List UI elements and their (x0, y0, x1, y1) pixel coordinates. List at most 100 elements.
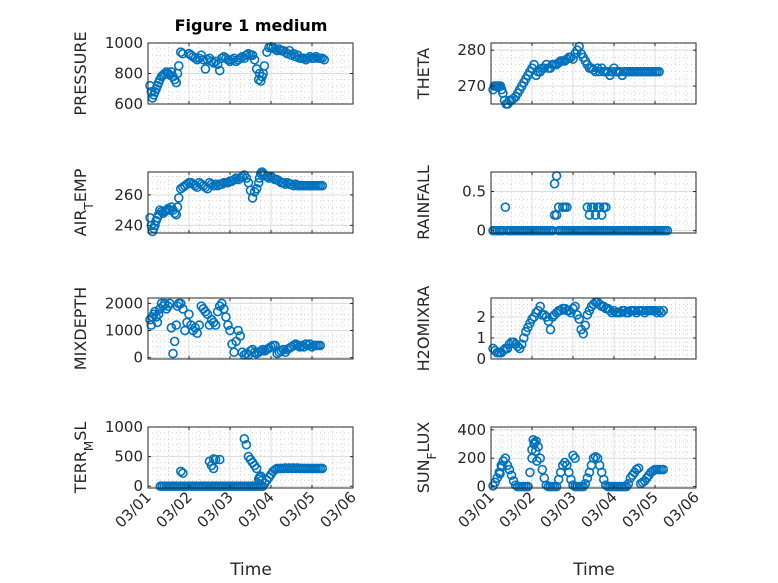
data-point (570, 453, 580, 464)
y-tick-label: 1000 (105, 322, 143, 340)
data-point (255, 346, 266, 356)
data-point (652, 307, 662, 318)
data-point (208, 317, 219, 328)
y-tick-label: 800 (114, 65, 143, 83)
data-point (210, 320, 221, 330)
y-tick-label: 1000 (105, 34, 143, 52)
y-tick-label: 0 (133, 477, 143, 495)
data-point (251, 463, 262, 474)
x-tick-label: 03/04 (578, 488, 621, 531)
axes-frame (490, 426, 697, 489)
data-point (249, 347, 260, 358)
data-point (241, 50, 252, 61)
data-point (161, 205, 172, 215)
data-point (241, 173, 252, 183)
y-tick-label: 0 (476, 478, 486, 496)
data-point (178, 468, 188, 478)
data-point (172, 202, 183, 212)
x-tick-label: 03/02 (496, 488, 539, 531)
data-point (257, 344, 268, 355)
data-point (532, 456, 542, 466)
data-point (654, 305, 664, 316)
data-point (500, 202, 511, 212)
x-tick-label: 03/05 (619, 488, 662, 531)
data-point (600, 202, 611, 212)
data-point (160, 68, 170, 79)
data-point (168, 348, 178, 359)
data-point (253, 177, 264, 188)
data-point (633, 463, 644, 473)
data-point (590, 451, 601, 462)
data-point (262, 171, 272, 182)
figure-title: Figure 1 medium (175, 16, 328, 35)
data-point (214, 65, 225, 76)
data-point (249, 54, 260, 65)
data-point (529, 59, 539, 70)
y-tick-label: 280 (457, 41, 486, 59)
y-tick-label: 2000 (105, 294, 143, 312)
data-point (217, 298, 227, 309)
y-tick-label: 0 (476, 222, 486, 240)
data-point (566, 474, 576, 485)
y-tick-label: 2 (476, 308, 486, 326)
y-tick-label: 500 (114, 448, 143, 466)
data-point (247, 50, 258, 61)
data-point (525, 467, 535, 478)
x-tick-label: 03/06 (660, 488, 703, 531)
axes-frame (490, 171, 697, 234)
data-point (631, 464, 642, 475)
data-point (658, 464, 669, 475)
y-axis-label: SUNFLUX (414, 422, 439, 494)
y-axis-label: THETA (414, 48, 433, 100)
data-point (266, 341, 276, 352)
data-point (518, 333, 529, 343)
subplot-7: 0500100003/0103/0203/0303/0403/0503/06TE… (71, 418, 360, 531)
data-point (173, 61, 184, 71)
data-point (176, 466, 186, 477)
subplot-3: 240 260 AIRTEMP (71, 167, 354, 236)
y-axis-label: AIRTEMP (71, 168, 96, 236)
data-point (319, 54, 330, 65)
data-point (151, 312, 161, 322)
data-point (214, 454, 225, 465)
y-tick-label: 240 (114, 216, 143, 234)
data-point (658, 305, 669, 316)
data-point (194, 320, 205, 330)
subplot-8: 020040003/0103/0203/0303/0403/0503/06SUN… (414, 421, 703, 532)
data-point (598, 474, 609, 485)
y-axis-label: RAINFALL (414, 165, 433, 240)
y-axis-label: MIXDEPTH (71, 287, 90, 370)
data-point (231, 173, 241, 183)
data-point (235, 331, 246, 341)
subplot-6: 0 1 2 H2OMIXRA (414, 286, 697, 372)
data-point (169, 336, 180, 347)
axes-frame (147, 297, 354, 360)
axes-frame (147, 426, 354, 489)
axes-frame (490, 42, 697, 105)
data-point (317, 463, 328, 474)
data-point (535, 301, 546, 312)
axes-background (148, 427, 353, 488)
axes-frame (147, 171, 354, 234)
x-axis-label-right: Time (572, 560, 615, 580)
data-point (662, 225, 673, 236)
data-point (578, 328, 589, 339)
data-point (229, 174, 239, 185)
y-tick-label: 1 (476, 329, 486, 347)
data-point (516, 339, 527, 350)
data-point (166, 67, 177, 77)
y-axis-label: H2OMIXRA (414, 286, 433, 372)
x-tick-label: 03/03 (194, 488, 237, 531)
data-point (171, 320, 182, 330)
data-point (251, 183, 262, 194)
data-point (570, 301, 580, 312)
data-point (317, 53, 328, 64)
axes-frame (490, 297, 697, 360)
x-tick-label: 03/02 (153, 488, 196, 531)
data-point (530, 446, 541, 456)
data-point (497, 461, 507, 472)
y-axis-label: PRESSURE (71, 31, 90, 115)
data-point (241, 439, 252, 450)
